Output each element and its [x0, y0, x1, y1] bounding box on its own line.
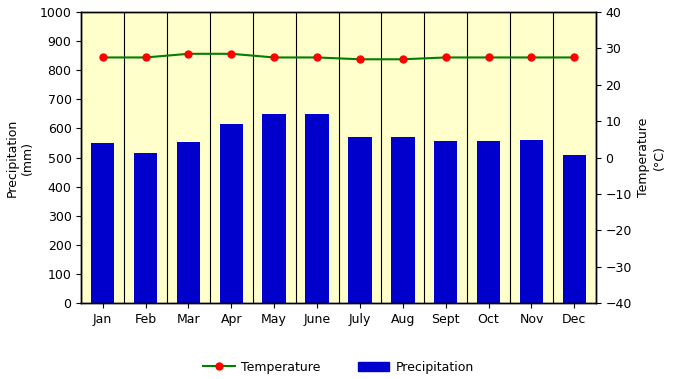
Bar	[520, 140, 543, 303]
Bar	[348, 137, 372, 303]
Bar	[477, 141, 500, 303]
Bar	[434, 141, 458, 303]
Legend: Temperature, Precipitation: Temperature, Precipitation	[198, 356, 479, 379]
Bar	[305, 114, 329, 303]
Bar	[563, 155, 586, 303]
Bar	[91, 143, 114, 303]
Y-axis label: Precipitation
(mm): Precipitation (mm)	[6, 119, 34, 197]
Bar	[219, 124, 243, 303]
Bar	[177, 141, 200, 303]
Y-axis label: Temperature
(°C): Temperature (°C)	[638, 118, 665, 197]
Bar	[134, 153, 157, 303]
Bar	[263, 114, 286, 303]
Bar	[391, 136, 414, 303]
